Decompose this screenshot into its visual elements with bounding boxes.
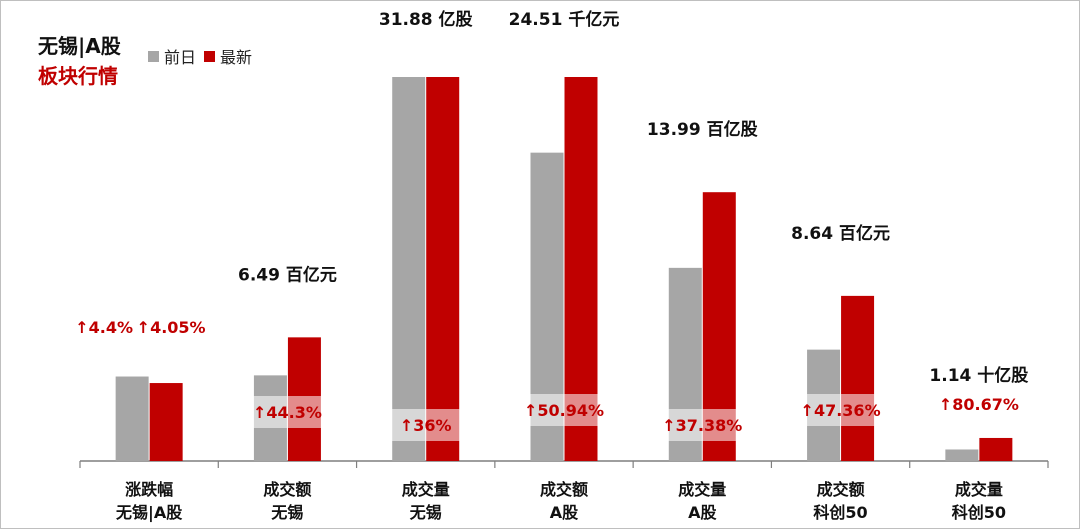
change-label-backdrop [796,394,885,426]
category-label: 无锡 [270,503,303,522]
metric-label: 8.64 百亿元 [791,223,890,244]
category-label: A股 [550,503,579,522]
legend-item-latest: 最新 [204,44,252,68]
bar-latest [426,77,460,461]
bar-prev [945,449,979,461]
change-label-backdrop [520,394,608,426]
change-label-prev: ↑4.4% [75,318,133,337]
legend: 前日 最新 [148,44,260,68]
bar-latest [841,295,875,461]
change-label-backdrop [243,396,332,428]
legend-swatch-latest [204,50,216,62]
change-label: ↑47.36% [801,401,881,420]
legend-swatch-prev [148,50,159,62]
bar-prev [115,376,149,461]
chart-subtitle: 板块行情 [38,64,118,88]
change-label: ↑80.67% [939,395,1019,414]
bar-latest [149,383,183,461]
category-label: 成交额 [817,480,865,499]
category-label: 涨跌幅 [125,480,173,499]
change-label-backdrop [658,409,747,441]
metric-label: 31.88 亿股 [379,9,473,30]
category-label: 无锡 [409,503,442,522]
category-label: 成交额 [540,480,588,499]
change-label: ↑37.38% [662,416,742,435]
category-label: 成交量 [955,480,1003,499]
chart-title: 无锡|A股 [38,34,121,58]
category-label: 科创50 [952,503,1006,522]
metric-label: 24.51 千亿元 [509,9,620,30]
category-label: 科创50 [813,503,867,522]
metric-label: 6.49 百亿元 [238,264,337,285]
category-label: 成交额 [263,480,311,499]
change-label: ↑4.05% [137,318,206,337]
bar-prev [392,77,426,461]
legend-item-prev: 前日 [148,44,196,68]
change-label: ↑50.94% [524,401,604,420]
category-label: 无锡|A股 [115,503,183,523]
category-label: 成交量 [678,480,726,499]
change-label: ↑36% [400,416,452,435]
metric-label: 13.99 百亿股 [647,119,758,140]
bar-latest [979,437,1013,461]
category-label: 成交量 [402,480,450,499]
category-label: A股 [688,503,717,522]
change-label-backdrop [381,409,470,441]
legend-label-latest: 最新 [220,48,253,67]
legend-label-prev: 前日 [164,48,197,67]
change-label: ↑44.3% [253,403,322,422]
metric-label: 1.14 十亿股 [929,365,1028,386]
